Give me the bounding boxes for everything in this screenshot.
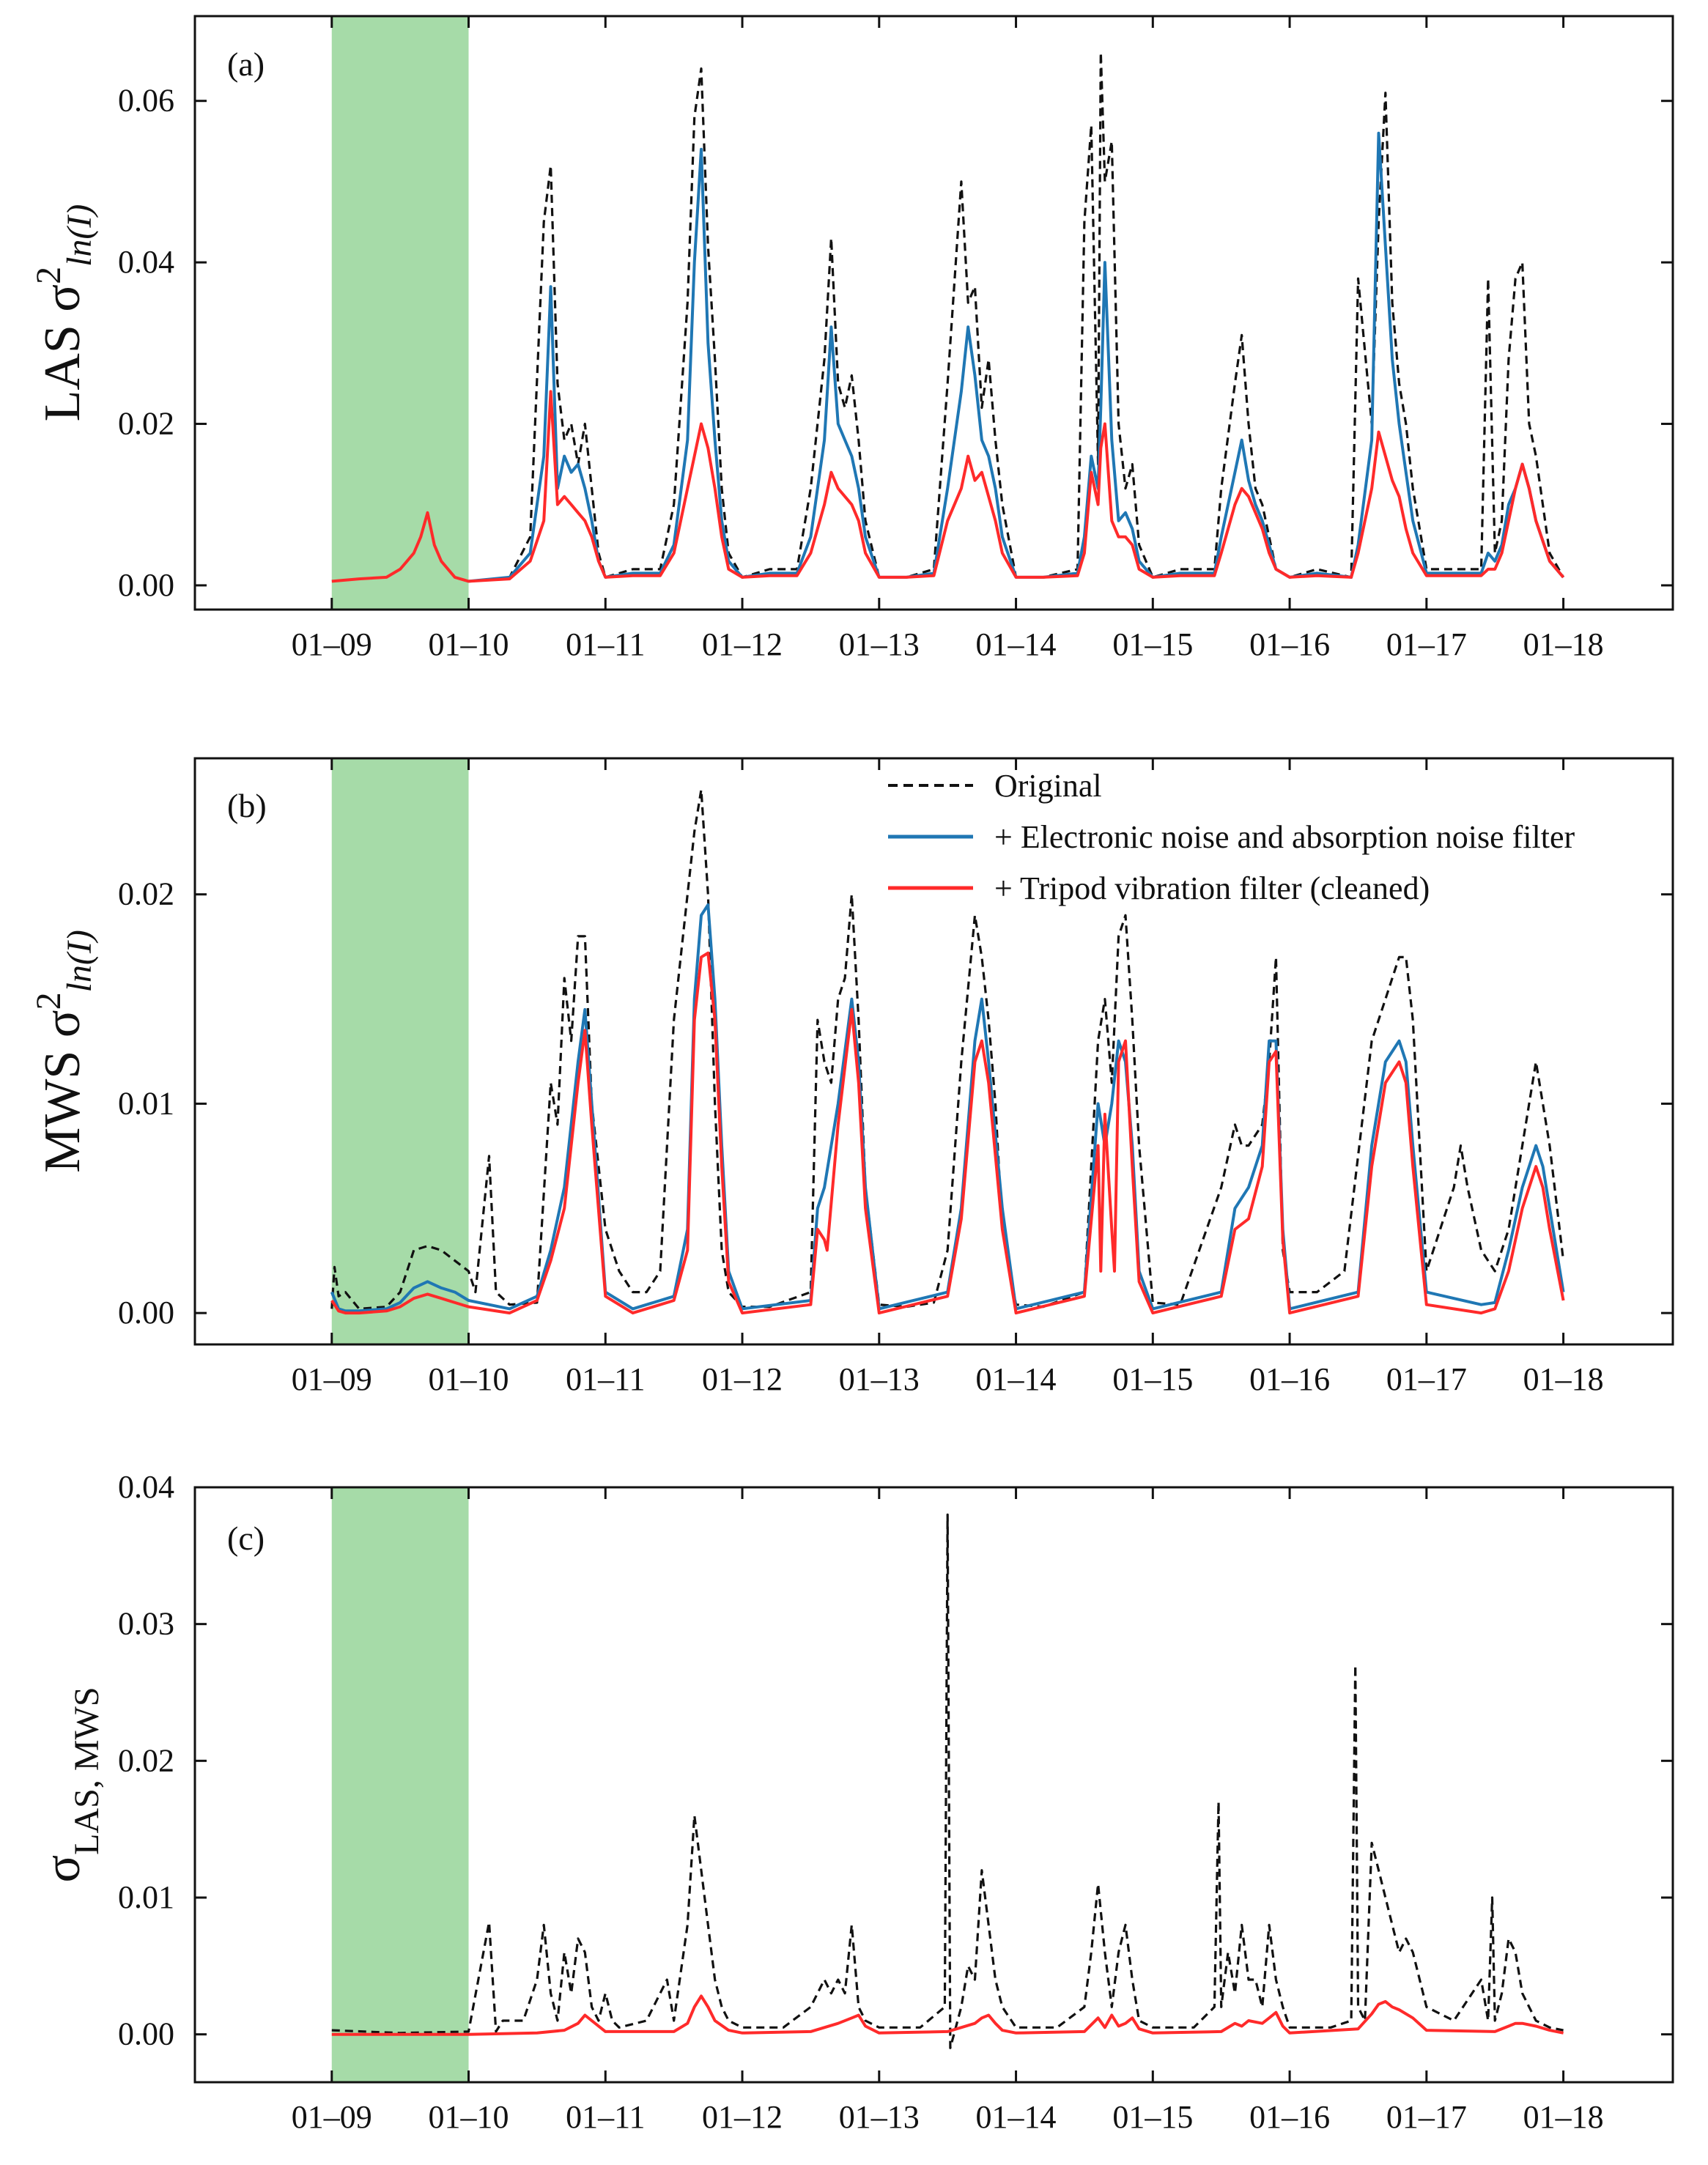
y-axis-label-sub-b: ln(I) xyxy=(60,930,99,992)
y-tick-label-c-4: 0.04 xyxy=(118,1469,174,1505)
panel-a: 0.00 0.02 0.04 0.06 01–09 01–10 01–11 01–12 01–1… xyxy=(29,15,1674,662)
x-tick-label-a-9: 01–18 xyxy=(1523,626,1604,662)
shaded-region-rect-c xyxy=(331,1487,469,2082)
series-line-cleaned-c xyxy=(331,1994,1564,2036)
x-tick-label-b-0: 01–09 xyxy=(292,1361,372,1397)
series-lines-a xyxy=(331,51,1565,583)
y-tick-label-b-0: 0.00 xyxy=(118,1295,174,1331)
y-tick-label-a-3: 0.06 xyxy=(118,83,174,119)
x-tick-label-a-0: 01–09 xyxy=(292,626,372,662)
y-axis-label-sub-a: ln(I) xyxy=(60,204,99,267)
y-tick-label-c-1: 0.01 xyxy=(118,1879,174,1915)
x-tick-label-c-3: 01–12 xyxy=(702,2099,783,2135)
panel-label-a: (a) xyxy=(227,45,265,83)
x-tick-label-c-2: 01–11 xyxy=(566,2099,645,2135)
x-tick-label-b-7: 01–16 xyxy=(1249,1361,1330,1397)
y-tick-label-a-1: 0.02 xyxy=(118,406,174,442)
series-lines-b xyxy=(330,788,1565,1315)
x-tick-label-a-5: 01–14 xyxy=(976,626,1057,662)
series-line-original-c xyxy=(331,1513,1564,2049)
x-tick-label-b-3: 01–12 xyxy=(702,1361,783,1397)
x-tick-label-b-9: 01–18 xyxy=(1523,1361,1604,1397)
y-axis-label-a: LAS σ2ln(I) xyxy=(29,204,99,422)
y-axis-label-sup-b: 2 xyxy=(29,992,68,1010)
y-tick-label-b-2: 0.02 xyxy=(118,876,174,912)
series-line-cleaned-b xyxy=(330,951,1565,1315)
x-tick-label-c-6: 01–15 xyxy=(1112,2099,1193,2135)
x-tick-label-a-3: 01–12 xyxy=(702,626,783,662)
series-line-cleaned-a xyxy=(331,390,1565,583)
y-axis-label-main-b: MWS σ xyxy=(34,1010,91,1172)
y-tick-label-c-0: 0.00 xyxy=(118,2016,174,2052)
plot-frame-c xyxy=(193,1486,1674,2084)
series-line-original-b xyxy=(330,788,1565,1311)
panel-label-c: (c) xyxy=(227,1520,265,1557)
y-tick-label-a-0: 0.00 xyxy=(118,567,174,603)
series-lines-c xyxy=(331,1513,1564,2049)
y-axis-label-sup-a: 2 xyxy=(29,267,68,284)
y-axis-label-sub-c: LAS, MWS xyxy=(67,1687,106,1854)
x-tick-label-b-2: 01–11 xyxy=(566,1361,645,1397)
panel-b: 0.00 0.01 0.02 01–09 01–10 01–11 01–12 01–13 01–… xyxy=(29,757,1674,1397)
plot-frame-b xyxy=(193,757,1674,1346)
shaded-region-rect-b xyxy=(331,758,469,1344)
ticks-a: 0.00 0.02 0.04 0.06 01–09 01–10 01–11 01–12 01–1… xyxy=(118,16,1673,662)
x-tick-label-c-0: 01–09 xyxy=(292,2099,372,2135)
x-tick-label-b-1: 01–10 xyxy=(429,1361,509,1397)
x-tick-label-a-2: 01–11 xyxy=(566,626,645,662)
x-tick-label-c-4: 01–13 xyxy=(839,2099,920,2135)
series-line-filtered-a xyxy=(468,131,1565,583)
x-tick-label-b-6: 01–15 xyxy=(1112,1361,1193,1397)
x-tick-label-c-8: 01–17 xyxy=(1386,2099,1467,2135)
y-axis-label-main-c: σ xyxy=(34,1855,91,1883)
x-tick-label-a-8: 01–17 xyxy=(1386,626,1467,662)
x-tick-label-b-4: 01–13 xyxy=(839,1361,920,1397)
shaded-region-rect-a xyxy=(331,16,469,610)
y-tick-label-c-3: 0.03 xyxy=(118,1606,174,1642)
legend-label-filtered: + Electronic noise and absorption noise … xyxy=(994,819,1575,855)
x-tick-label-c-9: 01–18 xyxy=(1523,2099,1604,2135)
shaded-region-c xyxy=(331,1487,469,2082)
x-tick-label-c-1: 01–10 xyxy=(429,2099,509,2135)
x-tick-label-c-7: 01–16 xyxy=(1249,2099,1330,2135)
x-tick-label-a-4: 01–13 xyxy=(839,626,920,662)
shaded-region-b xyxy=(331,758,469,1344)
x-tick-label-b-5: 01–14 xyxy=(976,1361,1057,1397)
x-tick-label-a-1: 01–10 xyxy=(429,626,509,662)
y-tick-label-a-2: 0.04 xyxy=(118,244,174,280)
plot-frame-a xyxy=(193,15,1674,611)
legend-label-cleaned: + Tripod vibration filter (cleaned) xyxy=(994,870,1430,906)
ticks-b: 0.00 0.01 0.02 01–09 01–10 01–11 01–12 01–13 01–… xyxy=(118,758,1673,1397)
legend: Original + Electronic noise and absorpti… xyxy=(888,768,1575,906)
x-tick-label-a-6: 01–15 xyxy=(1112,626,1193,662)
ticks-c: 0.00 0.01 0.02 0.03 0.04 01–09 01–10 01–11 01–12… xyxy=(118,1469,1673,2135)
shaded-region-a xyxy=(331,16,469,610)
y-axis-label-c: σLAS, MWS xyxy=(34,1687,106,1882)
y-axis-label-b: MWS σ2ln(I) xyxy=(29,930,99,1173)
panel-c: 0.00 0.01 0.02 0.03 0.04 01–09 01–10 01–11 01–12… xyxy=(34,1469,1674,2135)
x-tick-label-a-7: 01–16 xyxy=(1249,626,1330,662)
y-tick-label-b-1: 0.01 xyxy=(118,1085,174,1121)
y-tick-label-c-2: 0.02 xyxy=(118,1742,174,1778)
y-axis-label-main-a: LAS σ xyxy=(34,284,91,421)
x-tick-label-c-5: 01–14 xyxy=(976,2099,1057,2135)
x-tick-label-b-8: 01–17 xyxy=(1386,1361,1467,1397)
legend-label-original: Original xyxy=(994,768,1102,804)
panel-label-b: (b) xyxy=(227,787,267,824)
